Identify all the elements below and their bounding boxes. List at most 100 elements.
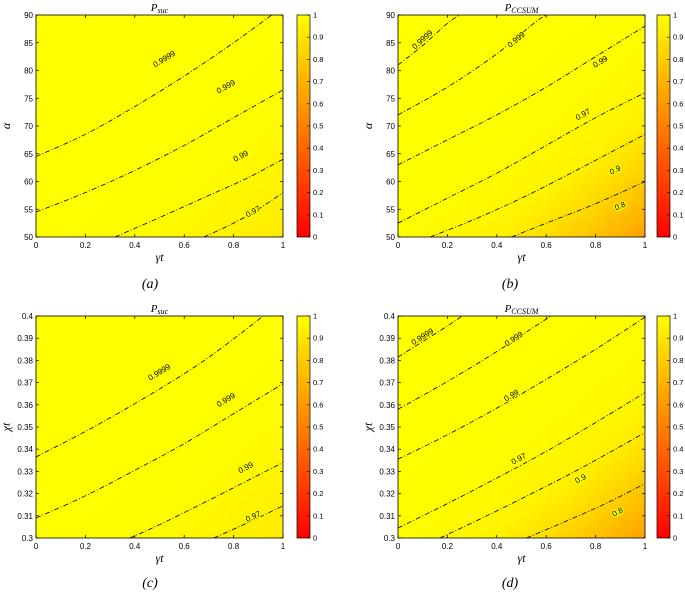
y-tick-label: 85 xyxy=(386,39,395,48)
colorbar-tick-label: 0.4 xyxy=(673,445,683,454)
contour-line xyxy=(429,133,645,237)
x-tick-label: 1 xyxy=(643,241,648,250)
y-axis-label: χt xyxy=(0,422,13,432)
colorbar-tick-label: 1 xyxy=(313,11,317,20)
colorbar-tick-label: 0.3 xyxy=(313,467,323,476)
contour-line xyxy=(36,383,283,519)
y-tick-label: 0.36 xyxy=(17,401,33,410)
y-tick-label: 90 xyxy=(386,11,395,20)
value-shading xyxy=(36,15,283,237)
colorbar-tick-label: 0 xyxy=(673,233,677,242)
colorbar-tick-label: 0.5 xyxy=(313,423,323,432)
colorbar-tick-label: 0.2 xyxy=(313,489,323,498)
contour-group xyxy=(36,316,283,538)
colorbar-tick-label: 0.2 xyxy=(673,188,683,197)
colorbar-tick-label: 0.3 xyxy=(313,166,323,175)
colorbar-tick-label: 0.8 xyxy=(313,356,323,365)
x-tick-label: 0.8 xyxy=(590,241,602,250)
x-tick-label: 0 xyxy=(396,542,401,551)
y-tick-label: 0.39 xyxy=(17,334,33,343)
colorbar-tick-label: 0.6 xyxy=(313,99,323,108)
colorbar-tick-label: 0.1 xyxy=(673,210,683,219)
colorbar-tick-label: 0.6 xyxy=(673,400,683,409)
colorbar-tick-label: 0.3 xyxy=(673,166,683,175)
colorbar-tick-label: 0.5 xyxy=(313,122,323,131)
contour-group xyxy=(398,316,645,538)
x-tick-label: 0 xyxy=(34,241,39,250)
contour-line xyxy=(511,181,645,237)
subplot-caption: (d) xyxy=(502,576,519,591)
y-tick-label: 0.36 xyxy=(379,401,395,410)
title-main: P xyxy=(504,2,512,14)
x-tick-label: 1 xyxy=(281,241,286,250)
y-tick-label: 0.34 xyxy=(379,445,395,454)
x-tick-label: 0.2 xyxy=(442,542,454,551)
x-tick-label: 0.6 xyxy=(541,542,553,551)
colorbar-tick-label: 1 xyxy=(313,312,317,321)
y-tick-label: 0.37 xyxy=(379,379,395,388)
x-axis-label: γt xyxy=(155,551,164,565)
contour-line xyxy=(398,92,645,224)
title-subscript: suc xyxy=(158,307,169,316)
value-shading xyxy=(36,316,283,538)
contour-line xyxy=(114,158,283,237)
colorbar-tick-label: 0.9 xyxy=(313,33,323,42)
colorbar-tick-label: 0.9 xyxy=(673,334,683,343)
y-tick-label: 85 xyxy=(24,39,33,48)
y-tick-label: 0.31 xyxy=(379,512,395,521)
colorbar-tick-label: 0.4 xyxy=(313,144,323,153)
contour-line xyxy=(398,15,547,116)
x-tick-label: 0.8 xyxy=(228,241,240,250)
colorbar-tick-label: 0.7 xyxy=(673,77,683,86)
colorbar-tick-label: 0.8 xyxy=(673,356,683,365)
y-tick-label: 70 xyxy=(386,122,395,131)
y-tick-label: 50 xyxy=(24,233,33,242)
colorbar-tick-label: 0.6 xyxy=(673,99,683,108)
y-tick-label: 0.39 xyxy=(379,334,395,343)
contour-line xyxy=(36,316,264,458)
colorbar-tick-label: 0.6 xyxy=(313,400,323,409)
colorbar-tick-label: 0.7 xyxy=(313,378,323,387)
y-tick-label: 70 xyxy=(24,122,33,131)
colorbar-tick-label: 0.9 xyxy=(313,334,323,343)
colorbar-tick-label: 0.7 xyxy=(313,77,323,86)
contour-line xyxy=(398,316,552,410)
y-tick-label: 55 xyxy=(386,205,395,214)
y-tick-label: 0.35 xyxy=(379,423,395,432)
y-tick-label: 75 xyxy=(386,94,395,103)
x-tick-label: 1 xyxy=(643,542,648,551)
contour-line xyxy=(398,15,460,66)
x-tick-label: 0.2 xyxy=(80,542,92,551)
colorbar-tick-label: 0.5 xyxy=(673,122,683,131)
value-shading xyxy=(398,316,645,538)
contour-line xyxy=(36,15,273,157)
contour-line xyxy=(398,316,645,460)
y-tick-label: 60 xyxy=(386,178,395,187)
x-tick-label: 0.6 xyxy=(541,241,553,250)
y-tick-label: 0.37 xyxy=(17,379,33,388)
x-tick-label: 1 xyxy=(281,542,286,551)
y-tick-label: 65 xyxy=(386,150,395,159)
colorbar-tick-label: 0.2 xyxy=(673,489,683,498)
title-main: P xyxy=(504,303,512,315)
colorbar-tick-label: 0.1 xyxy=(313,210,323,219)
colorbar-tick-label: 0.5 xyxy=(673,423,683,432)
title-subscript: CCSUM xyxy=(511,307,539,316)
y-axis-label: χt xyxy=(361,422,375,432)
contour-line xyxy=(213,505,283,538)
title-subscript: CCSUM xyxy=(511,6,539,15)
plot-title: Psuc xyxy=(150,2,169,15)
x-tick-label: 0.8 xyxy=(228,542,240,551)
y-tick-label: 0.34 xyxy=(17,445,33,454)
x-tick-label: 0.6 xyxy=(179,542,191,551)
y-tick-label: 0.35 xyxy=(17,423,33,432)
y-tick-label: 0.31 xyxy=(17,512,33,521)
y-tick-label: 0.33 xyxy=(379,467,395,476)
x-axis-label: γt xyxy=(517,551,526,565)
colorbar-tick-label: 0 xyxy=(313,233,317,242)
y-tick-label: 0.38 xyxy=(379,356,395,365)
contour-line xyxy=(203,192,283,237)
x-tick-label: 0.6 xyxy=(179,241,191,250)
